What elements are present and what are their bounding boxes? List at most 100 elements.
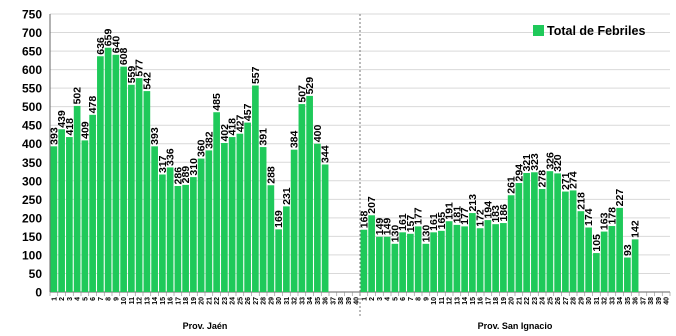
x-tick-label: 19: [191, 297, 198, 305]
x-tick-label: 8: [416, 297, 423, 301]
data-label: 181: [451, 206, 463, 224]
data-label: 317: [157, 155, 169, 173]
x-tick-label: 33: [299, 297, 306, 305]
x-tick-label: 39: [346, 297, 353, 305]
data-label: 391: [258, 128, 270, 146]
bar: [546, 171, 554, 292]
data-label: 393: [48, 127, 60, 145]
data-label: 382: [203, 131, 215, 149]
bar: [624, 257, 631, 292]
data-label: 507: [296, 85, 308, 103]
x-tick-label: 12: [137, 297, 144, 305]
bar: [66, 137, 73, 292]
y-tick-label: 750: [22, 8, 42, 22]
x-tick-label: 11: [129, 297, 136, 305]
data-label: 418: [64, 118, 76, 136]
y-tick-label: 200: [22, 211, 42, 225]
panel-label: Prov. San Ignacio: [478, 321, 553, 331]
x-tick-label: 16: [478, 297, 485, 305]
bar: [360, 229, 368, 292]
bar: [166, 167, 174, 292]
bar: [283, 206, 290, 292]
x-tick-label: 26: [555, 297, 562, 305]
y-tick-label: 350: [22, 156, 42, 170]
data-label: 636: [95, 37, 107, 55]
bar: [531, 172, 538, 292]
x-tick-label: 18: [493, 297, 500, 305]
data-label: 502: [72, 87, 84, 105]
data-label: 130: [420, 225, 432, 243]
x-tick-label: 38: [338, 297, 345, 305]
bar: [438, 230, 445, 292]
data-label: 542: [141, 72, 153, 90]
data-label: 457: [242, 103, 254, 121]
bar: [445, 221, 453, 292]
data-label: 149: [382, 218, 394, 236]
bar: [120, 66, 127, 292]
data-label: 207: [366, 196, 378, 214]
bar: [213, 112, 220, 292]
y-tick-label: 700: [22, 26, 42, 40]
x-tick-label: 34: [617, 297, 624, 305]
bar: [383, 236, 391, 292]
y-axis: 0 50 100 150 200 250 300 350 400 450 500 550 600 650 7…: [22, 8, 51, 300]
x-tick-label: 6: [400, 297, 407, 301]
x-tick-label: 28: [261, 297, 268, 305]
bar: [569, 190, 577, 292]
x-tick-label: 35: [315, 297, 322, 305]
x-tick-label: 33: [609, 297, 616, 305]
bar: [174, 185, 182, 292]
bar: [306, 95, 313, 293]
data-label: 261: [506, 176, 518, 194]
bar: [562, 191, 569, 292]
y-tick-label: 450: [22, 119, 42, 133]
x-tick-label: 29: [578, 297, 585, 305]
data-label: 183: [490, 205, 502, 223]
bar: [221, 142, 228, 292]
bar: [376, 236, 383, 292]
x-tick-label: 25: [237, 297, 244, 305]
y-tick-label: 250: [22, 193, 42, 207]
legend-swatch: [533, 25, 544, 36]
bar: [414, 226, 422, 292]
bar: [422, 243, 430, 292]
x-tick-label: 7: [408, 297, 415, 301]
y-tick-label: 150: [22, 230, 42, 244]
x-tick-label: 3: [377, 297, 384, 301]
data-label: 165: [436, 212, 448, 230]
data-label: 157: [405, 215, 417, 233]
x-tick-label: 38: [648, 297, 655, 305]
bar: [453, 224, 461, 292]
x-tick-label: 32: [292, 297, 299, 305]
bar: [538, 188, 546, 292]
x-tick-label: 20: [509, 297, 516, 305]
bar: [631, 239, 639, 292]
x-tick-label: 32: [602, 297, 609, 305]
data-label: 161: [428, 213, 440, 231]
data-label: 93: [622, 244, 634, 256]
data-label: 427: [234, 115, 246, 133]
bar: [577, 211, 585, 292]
data-label: 172: [475, 209, 487, 227]
data-label: 174: [583, 208, 595, 226]
x-tick-label: 24: [540, 297, 547, 305]
data-label: 194: [482, 201, 494, 219]
bar: [143, 91, 151, 292]
x-tick-label: 2: [59, 297, 66, 301]
x-tick-label: 2: [369, 297, 376, 301]
data-label: 577: [134, 59, 146, 77]
x-tick-label: 13: [454, 297, 461, 305]
bar: [461, 226, 468, 292]
data-label: 130: [389, 225, 401, 243]
bar: [507, 195, 515, 292]
x-tick-label: 6: [90, 297, 97, 301]
data-label: 178: [606, 207, 618, 225]
data-label: 485: [211, 93, 223, 111]
data-label: 227: [614, 189, 626, 207]
bar: [81, 140, 89, 292]
x-tick-label: 39: [656, 297, 663, 305]
bar: [407, 233, 414, 292]
x-tick-label: 17: [175, 297, 182, 305]
x-tick-label: 40: [354, 297, 361, 305]
